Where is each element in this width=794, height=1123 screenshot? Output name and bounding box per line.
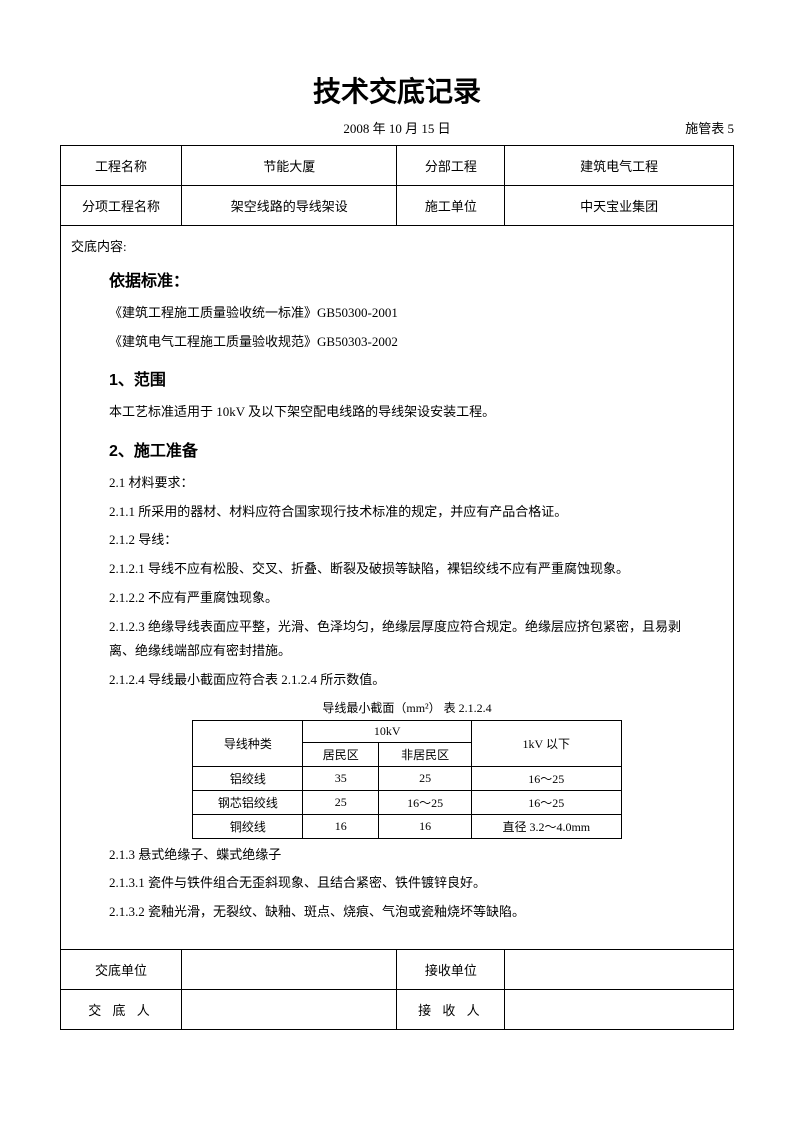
row2-c: 直径 3.2～4.0mm bbox=[472, 814, 622, 838]
deliver-unit-value bbox=[182, 949, 397, 989]
content-cell: 交底内容: 依据标准： 《建筑工程施工质量验收统一标准》GB50300-2001… bbox=[61, 226, 734, 950]
date-text: 2008 年 10 月 15 日 bbox=[343, 121, 450, 136]
p-2-1-2: 2.1.2 导线： bbox=[109, 528, 705, 553]
table-row: 钢芯铝绞线 25 16～25 16～25 bbox=[193, 790, 621, 814]
p-2-1: 2.1 材料要求： bbox=[109, 471, 705, 496]
deliver-unit-label: 交底单位 bbox=[61, 949, 182, 989]
col-type: 导线种类 bbox=[193, 720, 303, 766]
receive-unit-value bbox=[505, 949, 734, 989]
row0-b: 25 bbox=[379, 766, 472, 790]
receive-person-value bbox=[505, 989, 734, 1029]
scope-text: 本工艺标准适用于 10kV 及以下架空配电线路的导线架设安装工程。 bbox=[109, 400, 705, 425]
form-number: 施管表 5 bbox=[685, 118, 734, 137]
deliver-person-value bbox=[182, 989, 397, 1029]
row1-name: 钢芯铝绞线 bbox=[193, 790, 303, 814]
row2-name: 铜绞线 bbox=[193, 814, 303, 838]
heading-prep: 2、施工准备 bbox=[109, 437, 705, 461]
p-2-1-1: 2.1.1 所采用的器材、材料应符合国家现行技术标准的规定，并应有产品合格证。 bbox=[109, 500, 705, 525]
heading-scope: 1、范围 bbox=[109, 366, 705, 390]
row0-c: 16～25 bbox=[472, 766, 622, 790]
division-label: 分部工程 bbox=[397, 146, 505, 186]
table-row: 铜绞线 16 16 直径 3.2～4.0mm bbox=[193, 814, 621, 838]
subitem-label: 分项工程名称 bbox=[61, 186, 182, 226]
standard-2: 《建筑电气工程施工质量验收规范》GB50303-2002 bbox=[109, 330, 705, 355]
row0-name: 铝绞线 bbox=[193, 766, 303, 790]
row0-a: 35 bbox=[303, 766, 379, 790]
project-name-label: 工程名称 bbox=[61, 146, 182, 186]
division-value: 建筑电气工程 bbox=[505, 146, 734, 186]
standard-1: 《建筑工程施工质量验收统一标准》GB50300-2001 bbox=[109, 301, 705, 326]
receive-person-label: 接 收 人 bbox=[397, 989, 505, 1029]
sub-nonres: 非居民区 bbox=[379, 742, 472, 766]
receive-unit-label: 接收单位 bbox=[397, 949, 505, 989]
unit-value: 中天宝业集团 bbox=[505, 186, 734, 226]
p-2-1-2-3: 2.1.2.3 绝缘导线表面应平整，光滑、色泽均匀，绝缘层厚度应符合规定。绝缘层… bbox=[109, 615, 705, 664]
col-1kv: 1kV 以下 bbox=[472, 720, 622, 766]
p-2-1-2-4: 2.1.2.4 导线最小截面应符合表 2.1.2.4 所示数值。 bbox=[109, 668, 705, 693]
inner-table: 导线种类 10kV 1kV 以下 居民区 非居民区 铝绞线 35 bbox=[192, 720, 621, 839]
p-2-1-2-1: 2.1.2.1 导线不应有松股、交叉、折叠、断裂及破损等缺陷，裸铝绞线不应有严重… bbox=[109, 557, 705, 582]
row2-a: 16 bbox=[303, 814, 379, 838]
p-2-1-2-2: 2.1.2.2 不应有严重腐蚀现象。 bbox=[109, 586, 705, 611]
col-10kv: 10kV bbox=[303, 720, 472, 742]
content-label: 交底内容: bbox=[71, 236, 715, 255]
p-2-1-3: 2.1.3 悬式绝缘子、蝶式绝缘子 bbox=[109, 843, 705, 868]
heading-basis: 依据标准： bbox=[109, 267, 705, 291]
page-title: 技术交底记录 bbox=[60, 70, 734, 110]
inner-table-caption: 导线最小截面（mm²） 表 2.1.2.4 bbox=[109, 699, 705, 716]
main-table: 工程名称 节能大厦 分部工程 建筑电气工程 分项工程名称 架空线路的导线架设 施… bbox=[60, 145, 734, 1030]
p-2-1-3-1: 2.1.3.1 瓷件与铁件组合无歪斜现象、且结合紧密、铁件镀锌良好。 bbox=[109, 871, 705, 896]
row1-a: 25 bbox=[303, 790, 379, 814]
row2-b: 16 bbox=[379, 814, 472, 838]
unit-label: 施工单位 bbox=[397, 186, 505, 226]
row1-b: 16～25 bbox=[379, 790, 472, 814]
p-2-1-3-2: 2.1.3.2 瓷釉光滑，无裂纹、缺釉、斑点、烧痕、气泡或瓷釉烧坏等缺陷。 bbox=[109, 900, 705, 925]
table-row: 铝绞线 35 25 16～25 bbox=[193, 766, 621, 790]
project-name: 节能大厦 bbox=[182, 146, 397, 186]
row1-c: 16～25 bbox=[472, 790, 622, 814]
sub-res: 居民区 bbox=[303, 742, 379, 766]
deliver-person-label: 交 底 人 bbox=[61, 989, 182, 1029]
subitem-value: 架空线路的导线架设 bbox=[182, 186, 397, 226]
